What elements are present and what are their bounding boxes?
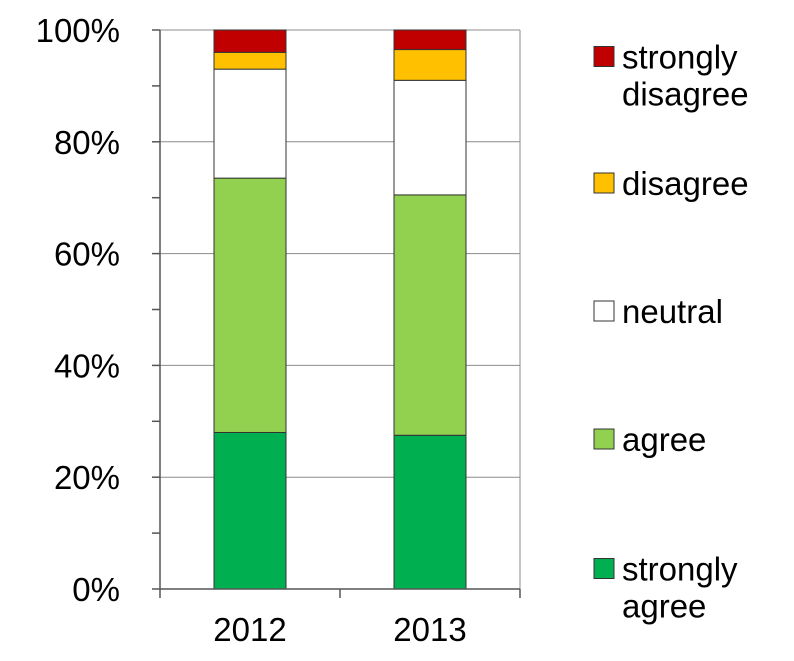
y-tick-label: 80%: [54, 124, 120, 161]
bar-segment: [393, 49, 467, 81]
y-tick-label: 100%: [36, 12, 120, 49]
legend-swatch: [593, 46, 615, 67]
bar-segment: [393, 194, 467, 436]
bar-segment: [393, 29, 467, 51]
legend-label: strongly agree: [622, 551, 738, 625]
bar-segment: [213, 51, 287, 70]
x-tick-label: 2013: [393, 611, 466, 648]
legend-label: strongly disagree: [622, 39, 749, 113]
bars: [213, 29, 467, 590]
axes: 2012 2013 0% 20% 40% 60% 80% 100%: [36, 12, 521, 648]
legend-swatch: [593, 300, 615, 322]
legend-label: agree: [622, 421, 706, 458]
bar-segment: [393, 79, 467, 196]
bar-segment: [213, 68, 287, 179]
y-tick-label: 0%: [72, 571, 120, 608]
legend-swatch: [593, 172, 615, 194]
legend-label: disagree: [622, 165, 749, 202]
bar-segment: [213, 431, 287, 590]
legend-swatch: [593, 558, 615, 579]
legend-label: neutral: [622, 293, 723, 330]
y-tick-label: 20%: [54, 459, 120, 496]
x-tick-label: 2012: [213, 611, 286, 648]
bar-segment: [213, 177, 287, 433]
bar-segment: [213, 29, 287, 53]
bar-segment: [393, 434, 467, 590]
y-tick-label: 40%: [54, 347, 120, 384]
legend-swatch: [593, 428, 615, 450]
legend: strongly disagree disagree neutral agree stro…: [593, 39, 749, 625]
y-tick-label: 60%: [54, 236, 120, 273]
